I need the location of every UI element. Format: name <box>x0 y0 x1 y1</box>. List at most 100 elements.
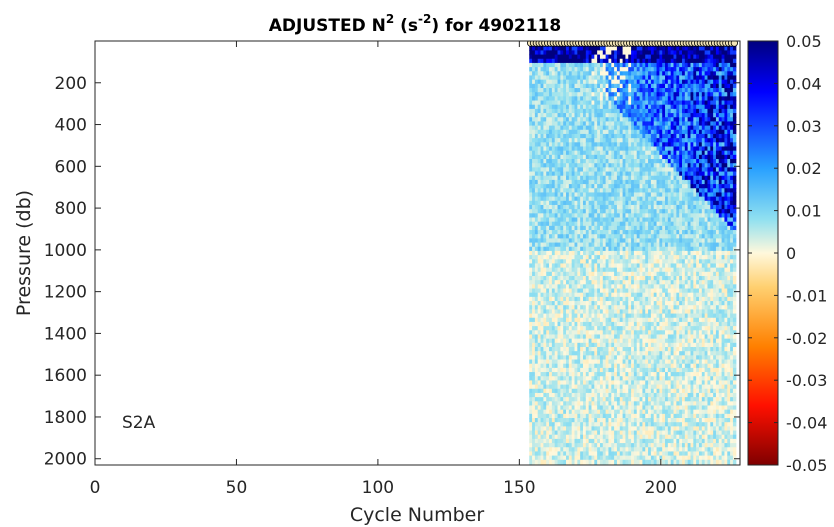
heatmap-cell <box>602 334 607 340</box>
heatmap-cell <box>616 163 621 168</box>
heatmap-cell <box>611 83 615 89</box>
heatmap-cell <box>614 351 618 356</box>
heatmap-cell <box>642 305 646 310</box>
heatmap-cell <box>633 67 638 72</box>
heatmap-cell <box>648 184 652 189</box>
heatmap-cell <box>616 121 621 127</box>
heatmap-cell <box>580 451 584 457</box>
heatmap-cell <box>622 125 627 131</box>
heatmap-cell <box>614 200 618 206</box>
heatmap-cell <box>648 372 652 377</box>
heatmap-cell <box>645 401 649 407</box>
heatmap-cell <box>633 342 638 348</box>
heatmap-cell <box>574 388 578 394</box>
heatmap-cell <box>653 255 658 260</box>
heatmap-cell <box>631 426 635 432</box>
heatmap-cell <box>534 443 539 448</box>
heatmap-cell <box>656 384 660 390</box>
heatmap-cell <box>529 376 533 382</box>
heatmap-cell <box>605 430 610 436</box>
heatmap-cell <box>557 50 561 56</box>
heatmap-cell <box>597 121 601 127</box>
heatmap-cell <box>591 125 595 131</box>
heatmap-cell <box>631 188 635 194</box>
heatmap-cell <box>577 54 581 60</box>
heatmap-cell <box>653 88 658 93</box>
heatmap-cell <box>540 92 544 97</box>
heatmap-cell <box>642 392 646 398</box>
heatmap-cell <box>568 142 573 148</box>
heatmap-cell <box>599 246 604 252</box>
heatmap-cell <box>619 133 624 139</box>
heatmap-cell <box>653 434 658 440</box>
heatmap-cell <box>636 380 641 386</box>
heatmap-cell <box>546 217 550 223</box>
heatmap-cell <box>633 451 638 457</box>
heatmap-cell <box>551 317 556 323</box>
heatmap-cell <box>611 263 615 269</box>
heatmap-cell <box>625 108 629 114</box>
heatmap-cell <box>614 426 618 432</box>
heatmap-cell <box>560 100 564 106</box>
heatmap-cell <box>574 58 578 64</box>
heatmap-cell <box>568 50 573 56</box>
heatmap-cell <box>580 230 584 235</box>
heatmap-cell <box>642 330 646 336</box>
heatmap-cell <box>537 159 542 164</box>
heatmap-cell <box>557 309 561 315</box>
heatmap-cell <box>577 129 581 135</box>
heatmap-cell <box>580 346 584 352</box>
heatmap-cell <box>566 71 570 77</box>
heatmap-cell <box>639 434 643 440</box>
heatmap-cell <box>602 200 607 206</box>
heatmap-cell <box>616 209 621 214</box>
heatmap-cell <box>625 75 629 81</box>
heatmap-cell <box>656 321 660 327</box>
heatmap-cell <box>605 50 610 56</box>
heatmap-cell <box>588 188 593 194</box>
heatmap-cell <box>662 146 666 152</box>
heatmap-cell <box>566 167 570 173</box>
heatmap-cell <box>642 79 646 85</box>
heatmap-cell <box>605 121 610 127</box>
heatmap-cell <box>622 351 627 356</box>
heatmap-cell <box>619 284 624 290</box>
heatmap-cell <box>614 372 618 377</box>
heatmap-cell <box>633 380 638 386</box>
heatmap-cell <box>614 209 618 214</box>
heatmap-cell <box>597 363 601 369</box>
heatmap-cell <box>633 401 638 407</box>
heatmap-cell <box>599 154 604 160</box>
heatmap-cell <box>594 275 598 281</box>
heatmap-cell <box>574 142 578 148</box>
heatmap-cell <box>534 58 539 64</box>
heatmap-cell <box>639 401 643 407</box>
heatmap-cell <box>602 50 607 56</box>
heatmap-cell <box>537 355 542 361</box>
heatmap-cell <box>582 150 587 156</box>
heatmap-cell <box>616 380 621 386</box>
heatmap-cell <box>588 321 593 327</box>
heatmap-cell <box>563 167 567 173</box>
heatmap-cell <box>597 96 601 102</box>
heatmap-cell <box>543 372 547 377</box>
heatmap-cell <box>534 146 539 152</box>
heatmap-cell <box>645 388 649 394</box>
heatmap-cell <box>602 221 607 227</box>
heatmap-cell <box>582 447 587 453</box>
heatmap-cell <box>585 92 590 97</box>
heatmap-cell <box>554 342 559 348</box>
heatmap-cell <box>656 313 660 319</box>
heatmap-cell <box>611 438 615 444</box>
heatmap-cell <box>639 225 643 231</box>
heatmap-cell <box>619 138 624 143</box>
heatmap-cell <box>554 204 559 210</box>
heatmap-cell <box>574 443 578 448</box>
heatmap-cell <box>659 79 663 85</box>
heatmap-cell <box>551 230 556 235</box>
heatmap-cell <box>599 184 604 189</box>
heatmap-cell <box>563 392 567 398</box>
heatmap-cell <box>540 192 544 198</box>
heatmap-cell <box>631 301 635 306</box>
heatmap-cell <box>594 163 598 168</box>
